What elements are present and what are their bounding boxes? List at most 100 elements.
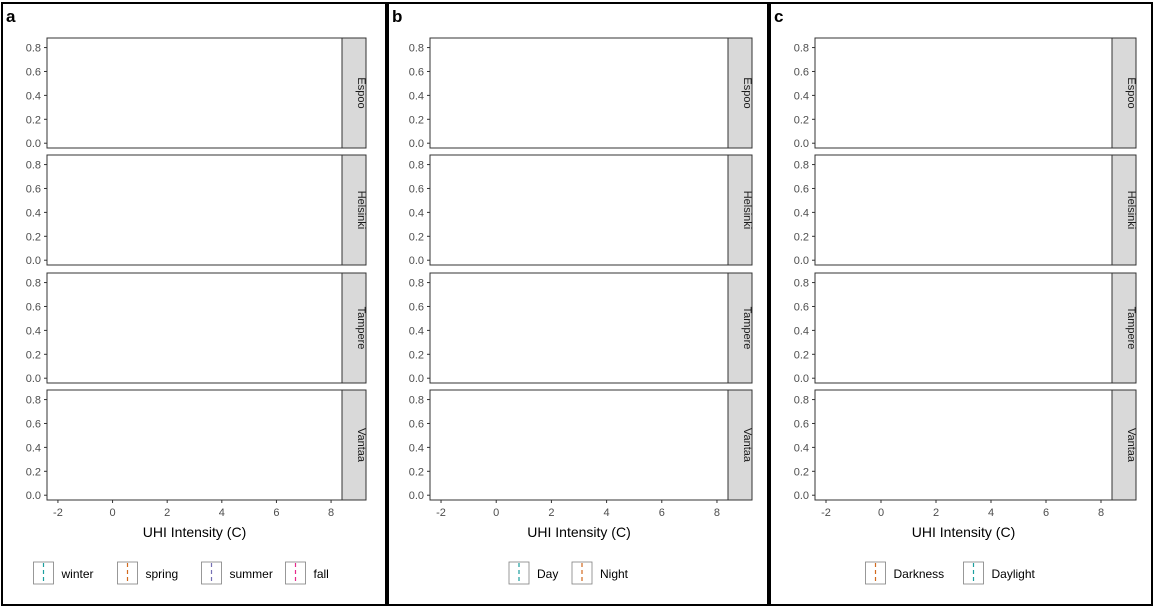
y-tick-label: 0.2 [409, 349, 424, 361]
legend-label: winter [61, 567, 94, 581]
facet-espoo: Espoo 0.0 0.2 0.4 0.6 0.8 [409, 37, 753, 150]
panel-b-border [387, 2, 769, 606]
facet-strip-label: Helsinki [355, 191, 367, 230]
y-tick-label: 0.0 [409, 255, 424, 267]
y-tick-label: 0.6 [409, 301, 424, 313]
y-tick-label: 0.2 [794, 114, 809, 126]
y-tick-label: 0.2 [26, 231, 41, 243]
legend-label: Darkness [894, 567, 945, 581]
legend-item-winter: winter [33, 561, 94, 585]
facet-strip [341, 154, 367, 266]
panel-c-label: c [774, 7, 783, 26]
y-tick-label: 0.6 [409, 66, 424, 78]
y-tick-label: 0.0 [409, 490, 424, 502]
facet-frame [429, 272, 729, 384]
y-tick-label: 0.8 [794, 395, 809, 407]
y-tick-label: 0.6 [794, 66, 809, 78]
y-tick-label: 0.4 [409, 207, 424, 219]
y-tick-label: 0.0 [26, 255, 41, 267]
facet-helsinki: Helsinki 0.0 0.2 0.4 0.6 0.8 [794, 154, 1137, 267]
x-tick-label: 2 [548, 507, 554, 519]
y-tick-label: 0.6 [794, 301, 809, 313]
x-tick-label: 8 [328, 507, 334, 519]
facet-tampere: Tampere 0.0 0.2 0.4 0.6 0.8 [409, 272, 753, 385]
y-tick-label: 0.4 [409, 325, 424, 337]
facet-vantaa: Vantaa 0.0 0.2 0.4 0.6 0.8 [409, 389, 753, 502]
y-tick-label: 0.0 [26, 138, 41, 150]
x-axis-title: UHI Intensity (C) [527, 524, 630, 540]
y-tick-label: 0.0 [794, 138, 809, 150]
y-tick-label: 0.4 [409, 90, 424, 102]
y-tick-label: 0.0 [794, 255, 809, 267]
x-tick-label: 6 [273, 507, 279, 519]
y-tick-label: 0.2 [409, 466, 424, 478]
facet-vantaa: Vantaa 0.0 0.2 0.4 0.6 0.8 [26, 389, 367, 502]
facet-strip [727, 272, 753, 384]
y-tick-label: 0.0 [794, 490, 809, 502]
legend-label: Night [600, 567, 629, 581]
legend-item-summer: summer [201, 561, 273, 585]
legend-item-night: Night [571, 561, 629, 585]
panel-b: b Espoo 0.0 0.2 0.4 0.6 0.8 Helsinki 0.0 0.2 0.4 0.… [387, 2, 769, 606]
y-tick-label: 0.8 [794, 160, 809, 172]
x-tick-label: -2 [436, 507, 446, 519]
x-tick-label: 0 [493, 507, 499, 519]
facet-helsinki: Helsinki 0.0 0.2 0.4 0.6 0.8 [26, 154, 367, 267]
panel-c: c Espoo 0.0 0.2 0.4 0.6 0.8 Helsinki 0.0 0.2 0.4 0.… [769, 2, 1153, 606]
y-tick-label: 0.6 [409, 183, 424, 195]
y-tick-label: 0.8 [26, 395, 41, 407]
legend-label: summer [230, 567, 273, 581]
facet-strip-label: Tampere [355, 307, 367, 350]
facet-frame [429, 37, 729, 149]
facet-strip [1111, 272, 1137, 384]
facet-strip-label: Espoo [1125, 77, 1137, 108]
x-tick-label: 2 [933, 507, 939, 519]
y-tick-label: 0.4 [26, 442, 41, 454]
y-tick-label: 0.0 [409, 138, 424, 150]
y-tick-label: 0.8 [26, 160, 41, 172]
y-tick-label: 0.6 [794, 183, 809, 195]
y-tick-label: 0.6 [409, 418, 424, 430]
y-tick-label: 0.8 [409, 160, 424, 172]
y-tick-label: 0.4 [26, 90, 41, 102]
x-tick-label: 4 [219, 507, 225, 519]
y-tick-label: 0.0 [794, 373, 809, 385]
facet-strip-label: Vantaa [1125, 428, 1137, 463]
y-tick-label: 0.6 [794, 418, 809, 430]
legend-item-day: Day [508, 561, 558, 585]
y-tick-label: 0.8 [26, 278, 41, 290]
facet-strip [1111, 37, 1137, 149]
legend: Day Night [508, 561, 629, 585]
y-tick-label: 0.4 [794, 90, 809, 102]
y-tick-label: 0.2 [26, 466, 41, 478]
facet-frame [46, 272, 343, 384]
x-tick-label: 6 [1043, 507, 1049, 519]
legend-label: fall [314, 567, 329, 581]
facet-strip [727, 389, 753, 501]
panel-a-label: a [6, 7, 16, 26]
y-tick-label: 0.4 [794, 325, 809, 337]
x-tick-label: 6 [659, 507, 665, 519]
facet-vantaa: Vantaa 0.0 0.2 0.4 0.6 0.8 [794, 389, 1137, 502]
facet-espoo: Espoo 0.0 0.2 0.4 0.6 0.8 [794, 37, 1137, 150]
y-tick-label: 0.4 [26, 325, 41, 337]
y-tick-label: 0.6 [26, 418, 41, 430]
x-axis-title: UHI Intensity (C) [912, 524, 1015, 540]
y-tick-label: 0.8 [26, 43, 41, 55]
panel-c-border [769, 2, 1153, 606]
panel-a-border [1, 2, 387, 606]
y-tick-label: 0.0 [26, 490, 41, 502]
facet-strip-label: Tampere [1125, 307, 1137, 350]
facet-frame [429, 389, 729, 501]
legend: winter spring summer fall [33, 561, 329, 585]
facet-strip-label: Vantaa [741, 428, 753, 463]
legend-item-daylight: Daylight [963, 561, 1036, 585]
facet-strip-label: Espoo [741, 77, 753, 108]
y-tick-label: 0.4 [794, 207, 809, 219]
y-tick-label: 0.8 [409, 395, 424, 407]
facet-frame [814, 154, 1113, 266]
facet-strip-label: Helsinki [1125, 191, 1137, 230]
y-tick-label: 0.0 [26, 373, 41, 385]
